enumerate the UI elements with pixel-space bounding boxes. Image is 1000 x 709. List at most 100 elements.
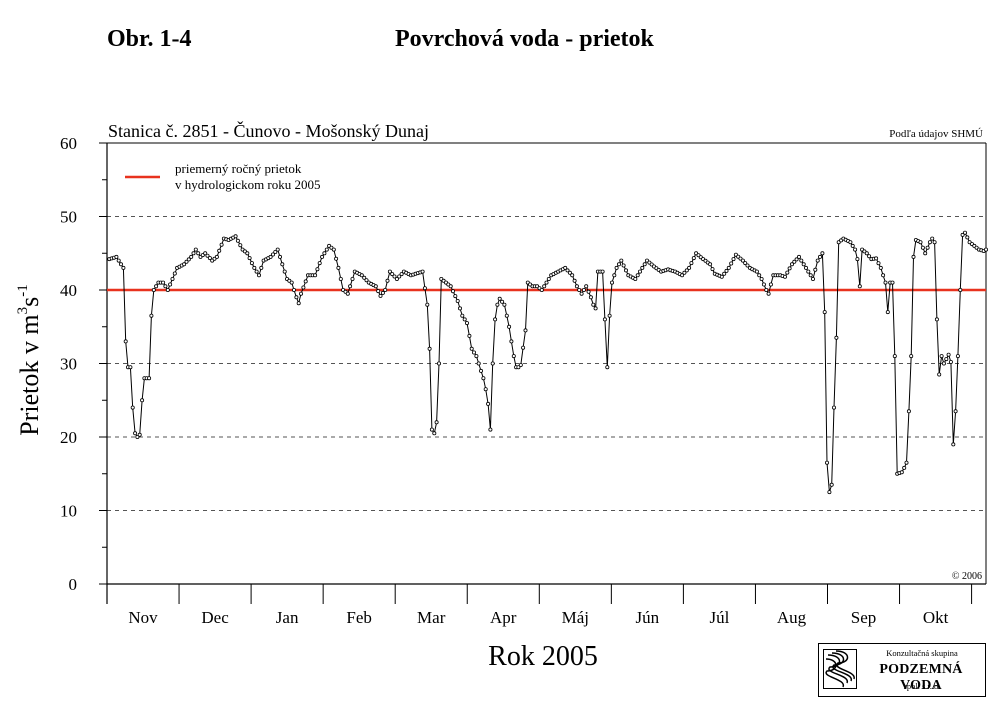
data-point [923,251,928,256]
data-point [137,432,142,437]
data-point [322,251,327,256]
x-tick-label-Feb: Feb [346,608,372,627]
data-point [899,470,904,475]
data-point [189,254,194,259]
data-point [207,256,212,261]
x-tick-label-Dec: Dec [201,608,229,627]
data-point [682,270,687,275]
data-point [268,254,273,259]
copyright-note: © 2006 [952,571,982,582]
data-point [488,427,493,432]
data-point [429,427,434,432]
data-point [434,420,439,425]
data-point [885,310,890,315]
data-point [191,251,196,256]
data-point [614,265,619,270]
data-point [804,265,809,270]
data-point [320,254,325,259]
data-point [785,270,790,275]
data-point [217,248,222,253]
data-point [848,240,853,245]
data-point [380,290,385,295]
y-tick-label-20: 20 [60,428,77,447]
logo-mark-icon [823,649,857,689]
data-point [133,431,138,436]
data-point [853,247,858,252]
data-point [165,287,170,292]
source-note: Podľa údajov SHMÚ [889,128,983,140]
data-point [638,269,643,274]
data-point [425,302,430,307]
data-point [154,284,159,289]
data-point [984,247,989,252]
figure-number: Obr. 1-4 [107,26,192,52]
data-point [953,409,958,414]
data-point [635,273,640,278]
data-point [708,262,713,267]
x-tick-label-Jún: Jún [636,608,660,627]
data-point [932,240,937,245]
logo-text-company: PODZEMNÁ VODA [879,662,963,693]
data-point [570,273,575,278]
data-point [581,287,586,292]
data-point [490,361,495,366]
data-point [759,276,764,281]
data-point [270,252,275,257]
company-logo: Konzultačná skupina PODZEMNÁ VODA spol. … [818,643,986,697]
data-point [946,352,951,357]
legend-label-line2: v hydrologickom roku 2005 [175,177,321,192]
data-point [493,317,498,322]
data-point [710,267,715,272]
data-point [247,256,252,261]
data-point [757,273,762,278]
data-point [294,295,299,300]
logo-text-small: Konzultačná skupina [886,648,958,658]
data-point [621,263,626,268]
data-point [483,387,488,392]
data-point [460,313,465,318]
data-point [500,299,505,304]
data-point [890,280,895,285]
page-title: Povrchová voda - prietok [395,26,654,52]
data-point [256,273,261,278]
data-point [359,273,364,278]
data-point [724,268,729,273]
data-point [478,368,483,373]
y-axis-ticks: 0 10 20 30 40 50 60 [60,134,107,594]
data-point [205,253,210,258]
data-point [422,286,427,291]
data-point [719,274,724,279]
data-point [119,262,124,267]
data-point [432,431,437,436]
data-point [511,354,516,359]
data-point [948,359,953,364]
data-point [273,249,278,254]
x-tick-label-Sep: Sep [851,608,877,627]
data-point [607,313,612,318]
chart-title: Stanica č. 2851 - Čunovo - Mošonský Duna… [108,120,429,141]
data-point [282,269,287,274]
y-tick-label-50: 50 [60,208,77,227]
data-point [521,345,526,350]
data-point [203,251,208,256]
data-point [303,279,308,284]
data-point [348,284,353,289]
data-point [394,276,399,281]
data-point [579,291,584,296]
data-point [214,254,219,259]
data-point [963,230,968,235]
data-point [941,361,946,366]
data-point [457,306,462,311]
data-point [832,405,837,410]
data-point [486,401,491,406]
data-point [764,287,769,292]
data-point [799,258,804,263]
data-point [925,245,930,250]
data-point [448,284,453,289]
data-point [818,254,823,259]
data-point [504,313,509,318]
data-point [801,262,806,267]
data-point [955,354,960,359]
data-point [331,247,336,252]
